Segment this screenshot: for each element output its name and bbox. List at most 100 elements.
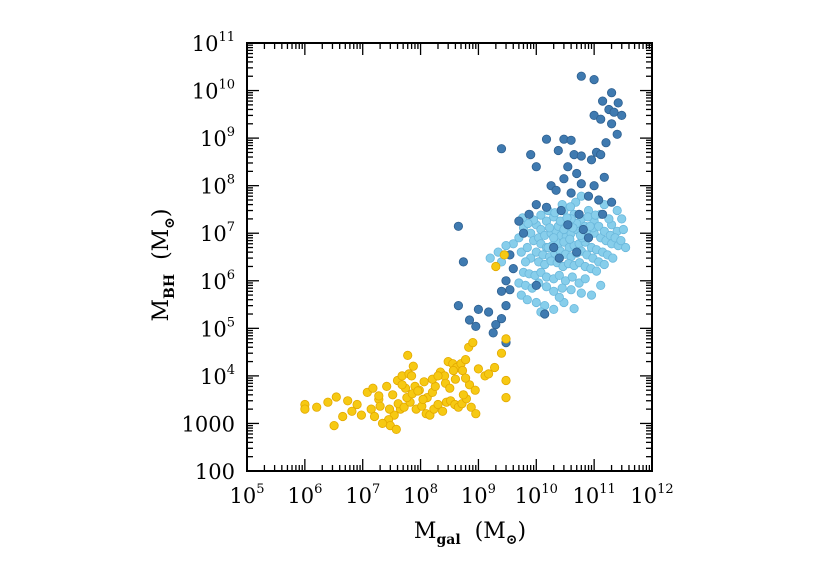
data-point <box>554 253 564 263</box>
y-tick-label: 109 <box>200 125 235 151</box>
data-point <box>388 390 398 400</box>
y-axis-label: MBH (M⊙) <box>149 208 178 321</box>
data-point <box>488 328 498 338</box>
y-tick-base: 100 <box>195 460 235 484</box>
y-tick-exp: 8 <box>227 173 235 188</box>
data-point <box>470 385 480 395</box>
data-point <box>609 107 619 117</box>
data-point <box>369 411 380 422</box>
data-point <box>460 354 471 365</box>
y-tick-base: 10 <box>200 317 227 341</box>
data-point <box>331 392 341 402</box>
data-point <box>466 402 476 412</box>
y-axis-sun-symbol: ⊙ <box>162 217 178 229</box>
data-point <box>352 399 362 410</box>
data-point <box>612 205 622 216</box>
data-point <box>453 300 463 311</box>
data-point <box>596 114 606 124</box>
y-tick-exp: 5 <box>227 315 235 330</box>
data-point <box>499 250 509 260</box>
data-point <box>549 286 559 296</box>
x-tick-base: 10 <box>573 484 600 508</box>
data-point <box>399 402 409 412</box>
data-point <box>471 409 481 419</box>
data-point <box>597 96 608 106</box>
data-point <box>576 288 586 298</box>
y-tick-base: 10 <box>200 222 227 246</box>
data-point <box>356 410 366 420</box>
x-tick-exp: 6 <box>314 482 322 497</box>
data-point <box>374 391 384 401</box>
data-point <box>384 404 395 414</box>
y-tick-exp: 7 <box>227 220 235 235</box>
data-point <box>505 285 515 295</box>
data-point <box>572 247 582 257</box>
data-point <box>501 241 511 251</box>
data-point <box>563 162 573 172</box>
data-point <box>566 135 576 145</box>
y-tick-label: 104 <box>200 363 235 389</box>
x-tick-label: 1010 <box>515 482 558 508</box>
x-tick-exp: 8 <box>430 482 438 497</box>
data-point <box>583 233 594 243</box>
data-point <box>559 174 569 184</box>
data-point <box>526 150 536 160</box>
data-point <box>541 202 552 212</box>
data-point <box>458 390 468 400</box>
y-tick-base: 10 <box>200 270 227 294</box>
data-point <box>445 383 455 393</box>
data-point <box>531 297 541 308</box>
x-tick-exp: 7 <box>372 482 380 497</box>
data-point <box>589 75 599 85</box>
data-point <box>522 242 532 253</box>
data-point <box>541 282 552 292</box>
x-tick-exp: 5 <box>256 482 264 497</box>
data-point <box>601 138 611 148</box>
data-points <box>300 71 631 434</box>
data-point <box>473 364 483 374</box>
data-point <box>566 188 576 198</box>
y-tick-exp: 10 <box>218 78 235 93</box>
x-tick-label: 1012 <box>630 482 673 508</box>
data-point <box>458 257 468 267</box>
data-point <box>343 396 353 406</box>
data-point <box>382 381 392 391</box>
y-tick-base: 1000 <box>182 412 235 436</box>
data-point <box>618 224 629 235</box>
x-axis-label-close: ) <box>517 519 526 544</box>
data-point <box>496 348 507 358</box>
data-point <box>612 129 622 139</box>
data-point <box>489 362 500 373</box>
data-point <box>437 406 448 416</box>
x-tick-base: 10 <box>403 484 430 508</box>
y-tick-label: 105 <box>200 315 235 341</box>
data-point <box>578 224 588 235</box>
x-axis-label: Mgal (M⊙) <box>414 519 526 548</box>
data-point <box>518 228 529 238</box>
data-point <box>514 216 524 226</box>
data-point <box>524 209 534 219</box>
data-point <box>329 420 339 431</box>
x-axis-label-sub: gal <box>436 532 460 548</box>
x-tick-label: 109 <box>461 482 496 508</box>
data-point <box>596 150 606 160</box>
data-point <box>397 380 407 390</box>
data-point <box>536 210 546 220</box>
data-point <box>300 404 310 414</box>
x-tick-labels: 105 106 107 108 109 1010 1011 1012 <box>229 482 673 508</box>
data-point <box>531 162 541 172</box>
y-axis-label-main: M <box>149 299 174 322</box>
y-tick-exp: 11 <box>218 30 235 45</box>
y-axis-label-close: ) <box>149 208 174 217</box>
data-point <box>566 285 576 295</box>
data-point <box>450 374 460 384</box>
data-point <box>544 223 555 233</box>
x-tick-label: 107 <box>345 482 380 508</box>
data-point <box>516 247 526 257</box>
y-tick-base: 10 <box>192 32 219 56</box>
plot-frame <box>246 42 653 472</box>
data-point <box>433 371 443 381</box>
x-tick-label: 1011 <box>573 482 616 508</box>
data-point <box>501 375 511 386</box>
data-point <box>557 283 567 293</box>
